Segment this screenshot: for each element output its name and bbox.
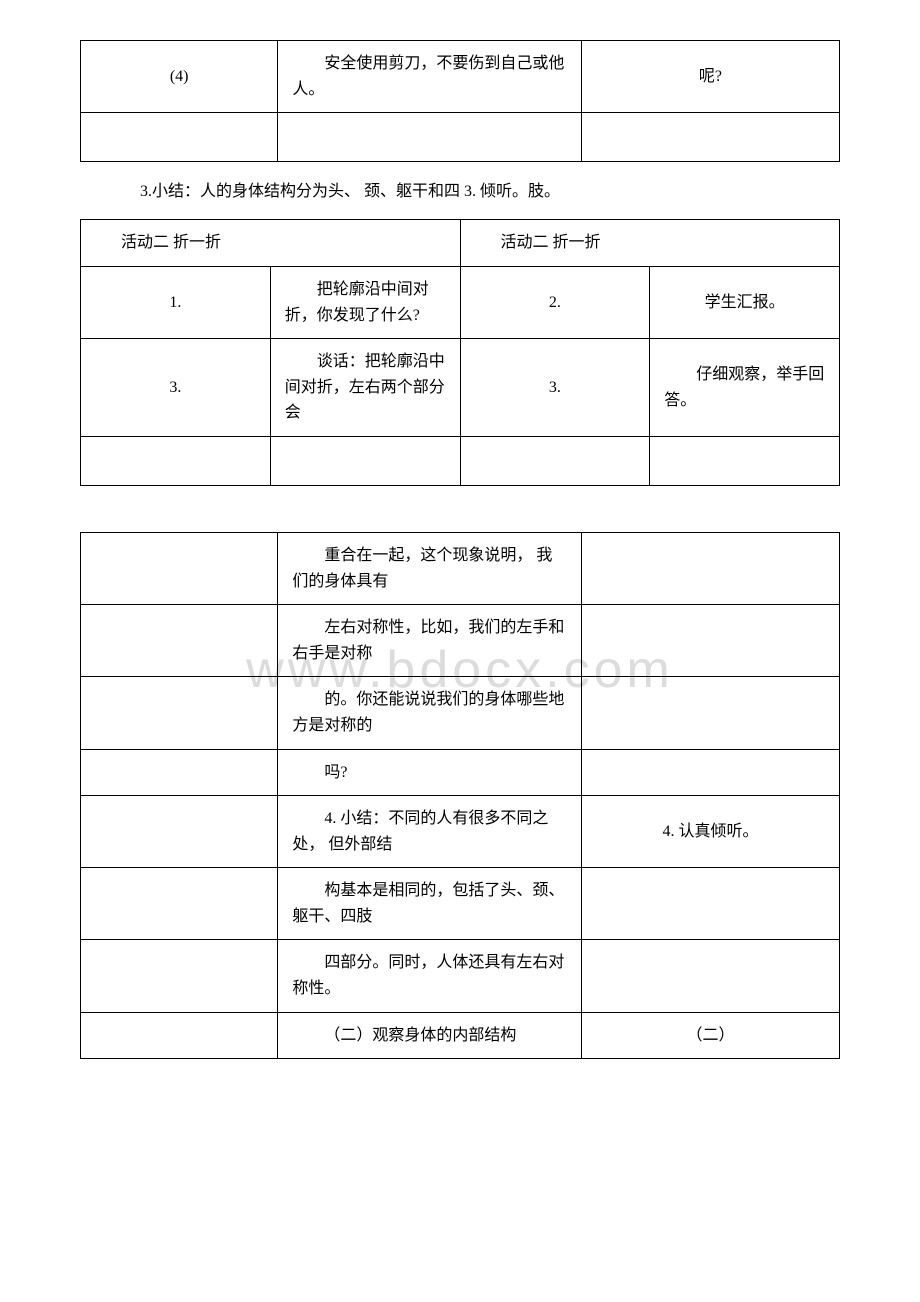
cell: 左右对称性，比如，我们的左手和右手是对称 — [278, 605, 582, 677]
cell — [81, 1012, 278, 1059]
table-2: 活动二 折一折 活动二 折一折 1. 把轮廓沿中间对折，你发现了什么? 2. 学… — [80, 219, 840, 486]
table-row: 1. 把轮廓沿中间对折，你发现了什么? 2. 学生汇报。 — [81, 266, 840, 338]
table-row — [81, 113, 840, 162]
cell — [81, 868, 278, 940]
cell: (4) — [81, 41, 278, 113]
table-3: 重合在一起，这个现象说明， 我们的身体具有 左右对称性，比如，我们的左手和右手是… — [80, 532, 840, 1059]
table-row: （二）观察身体的内部结构 （二） — [81, 1012, 840, 1059]
cell — [581, 940, 839, 1012]
cell: 安全使用剪刀，不要伤到自己或他人。 — [278, 41, 582, 113]
cell — [81, 796, 278, 868]
cell: 3. — [81, 339, 271, 437]
cell: 4. 小结：不同的人有很多不同之处， 但外部结 — [278, 796, 582, 868]
page-content: (4) 安全使用剪刀，不要伤到自己或他人。 呢? 3.小结：人的身体结构分为头、… — [80, 40, 840, 1059]
cell: 构基本是相同的，包括了头、颈、躯干、四肢 — [278, 868, 582, 940]
cell-header: 活动二 折一折 — [81, 220, 461, 267]
cell: 学生汇报。 — [650, 266, 840, 338]
cell — [650, 436, 840, 485]
cell — [581, 113, 839, 162]
cell: 四部分。同时，人体还具有左右对称性。 — [278, 940, 582, 1012]
paragraph-summary: 3.小结：人的身体结构分为头、 颈、躯干和四 3. 倾听。肢。 — [140, 178, 840, 205]
cell: 吗? — [278, 749, 582, 796]
cell: 把轮廓沿中间对折，你发现了什么? — [270, 266, 460, 338]
table-row: 活动二 折一折 活动二 折一折 — [81, 220, 840, 267]
cell: 重合在一起，这个现象说明， 我们的身体具有 — [278, 532, 582, 604]
cell-header: 活动二 折一折 — [460, 220, 840, 267]
cell: 仔细观察，举手回答。 — [650, 339, 840, 437]
cell — [581, 532, 839, 604]
cell — [581, 749, 839, 796]
cell: 的。你还能说说我们的身体哪些地方是对称的 — [278, 677, 582, 749]
cell — [81, 532, 278, 604]
cell — [581, 677, 839, 749]
table-1: (4) 安全使用剪刀，不要伤到自己或他人。 呢? — [80, 40, 840, 162]
cell: 3. — [460, 339, 650, 437]
cell — [581, 605, 839, 677]
cell: 呢? — [581, 41, 839, 113]
cell: 谈话：把轮廓沿中间对折，左右两个部分会 — [270, 339, 460, 437]
cell — [581, 868, 839, 940]
table-row: 左右对称性，比如，我们的左手和右手是对称 — [81, 605, 840, 677]
table-row: 3. 谈话：把轮廓沿中间对折，左右两个部分会 3. 仔细观察，举手回答。 — [81, 339, 840, 437]
table-row — [81, 436, 840, 485]
cell — [81, 677, 278, 749]
table-row: 的。你还能说说我们的身体哪些地方是对称的 — [81, 677, 840, 749]
cell — [81, 113, 278, 162]
cell: （二）观察身体的内部结构 — [278, 1012, 582, 1059]
table-row: (4) 安全使用剪刀，不要伤到自己或他人。 呢? — [81, 41, 840, 113]
cell: 4. 认真倾听。 — [581, 796, 839, 868]
cell — [81, 940, 278, 1012]
cell — [81, 436, 271, 485]
table-row: 四部分。同时，人体还具有左右对称性。 — [81, 940, 840, 1012]
cell — [460, 436, 650, 485]
table-row: 4. 小结：不同的人有很多不同之处， 但外部结 4. 认真倾听。 — [81, 796, 840, 868]
table-row: 重合在一起，这个现象说明， 我们的身体具有 — [81, 532, 840, 604]
cell — [81, 749, 278, 796]
cell — [81, 605, 278, 677]
cell: 2. — [460, 266, 650, 338]
cell — [270, 436, 460, 485]
cell: （二） — [581, 1012, 839, 1059]
cell — [278, 113, 582, 162]
table-row: 构基本是相同的，包括了头、颈、躯干、四肢 — [81, 868, 840, 940]
table-row: 吗? — [81, 749, 840, 796]
cell: 1. — [81, 266, 271, 338]
